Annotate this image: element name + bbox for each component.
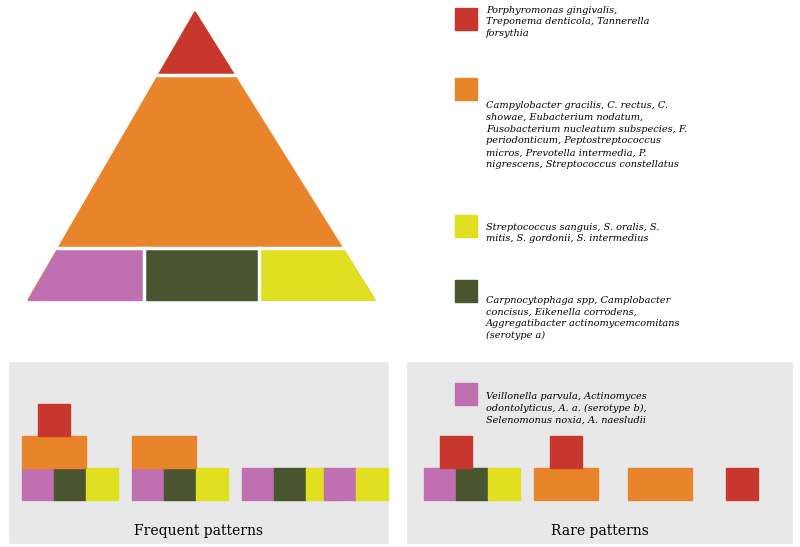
Bar: [455, 215, 477, 237]
Bar: [488, 468, 520, 500]
Polygon shape: [28, 248, 144, 300]
Bar: [628, 468, 692, 500]
Bar: [54, 468, 86, 500]
Polygon shape: [28, 12, 375, 300]
Bar: [274, 468, 306, 500]
Bar: [132, 436, 196, 468]
Bar: [22, 468, 54, 500]
Bar: [356, 468, 388, 500]
Text: Carpnocytophaga spp, Camplobacter
concisus, Eikenella corrodens,
Aggregatibacter: Carpnocytophaga spp, Camplobacter concis…: [486, 296, 681, 340]
Bar: [440, 436, 472, 468]
Polygon shape: [144, 248, 259, 300]
Bar: [726, 468, 758, 500]
Bar: [456, 468, 488, 500]
Polygon shape: [158, 12, 234, 75]
Bar: [22, 436, 86, 468]
Text: Campylobacter gracilis, C. rectus, C.
showae, Eubacterium nodatum,
Fusobacterium: Campylobacter gracilis, C. rectus, C. sh…: [486, 101, 687, 169]
Bar: [164, 468, 196, 500]
Bar: [455, 8, 477, 30]
Bar: [324, 468, 356, 500]
Text: Porphyromonas gingivalis,
Treponema denticola, Tannerella
forsythia: Porphyromonas gingivalis, Treponema dent…: [486, 5, 650, 38]
Bar: [455, 280, 477, 302]
Bar: [196, 468, 228, 500]
Text: Streptococcus sanguis, S. oralis, S.
mitis, S. gordonii, S. intermedius: Streptococcus sanguis, S. oralis, S. mit…: [486, 223, 659, 243]
Bar: [86, 468, 118, 500]
Text: Rare patterns: Rare patterns: [551, 524, 649, 538]
Bar: [550, 436, 582, 468]
Bar: [132, 468, 164, 500]
Text: Veillonella parvula, Actinomyces
odontolyticus, A. a. (serotype b),
Selenomonus : Veillonella parvula, Actinomyces odontol…: [486, 392, 646, 424]
Polygon shape: [259, 248, 375, 300]
Bar: [455, 383, 477, 405]
Bar: [455, 78, 477, 100]
Bar: [408, 363, 792, 543]
Text: Frequent patterns: Frequent patterns: [134, 524, 263, 538]
Bar: [424, 468, 456, 500]
Bar: [534, 468, 598, 500]
Bar: [306, 468, 338, 500]
Bar: [38, 404, 70, 436]
Bar: [242, 468, 274, 500]
Bar: [10, 363, 388, 543]
